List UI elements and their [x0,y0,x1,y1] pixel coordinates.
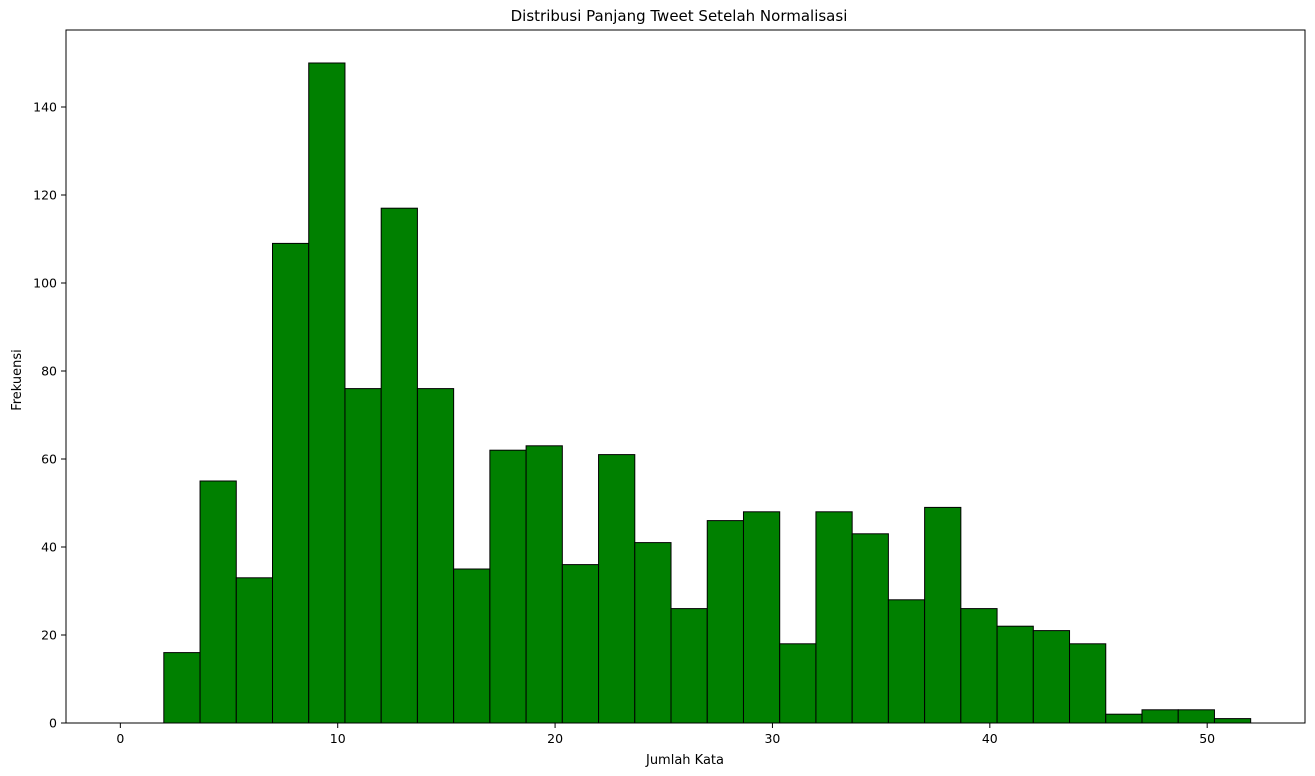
x-axis-label: Jumlah Kata [645,753,724,768]
x-tick-label: 40 [982,731,998,746]
histogram-bar [308,62,346,724]
histogram-bar [380,207,418,724]
x-tick-label: 50 [1199,731,1215,746]
y-tick-label: 40 [41,540,57,555]
histogram-bar [996,625,1034,724]
y-tick-label: 60 [41,452,57,467]
histogram-bar [851,533,889,724]
histogram-bar [489,449,527,724]
x-tick-label: 0 [116,731,124,746]
x-axis-ticks: 0 10 20 30 40 50 [116,723,1215,746]
histogram-bar [416,388,455,724]
histogram-bar [1069,643,1107,724]
x-tick-label: 30 [764,731,780,746]
histogram-bar [453,568,491,724]
histogram-bar [561,564,600,724]
histogram-bar [706,520,744,724]
histogram-bar [779,643,817,724]
histogram-bar [525,445,563,724]
histogram-bar [1032,630,1071,724]
histogram-bar [742,511,781,724]
x-tick-label: 10 [330,731,346,746]
y-tick-label: 80 [41,364,57,379]
y-tick-label: 20 [41,628,57,643]
histogram-bar [199,480,237,724]
histogram-bar [887,599,926,724]
y-tick-label: 120 [33,188,57,203]
y-axis-label: Frekuensi [10,349,25,411]
histogram-bar [1141,709,1179,724]
histogram-bar [670,608,708,724]
histogram-bar [272,242,310,724]
histogram-bar [924,506,962,724]
histogram-bar [1105,713,1143,724]
histogram-bar [634,542,672,724]
histogram-bar [815,511,853,724]
histogram-bar [163,652,201,724]
y-tick-label: 100 [33,276,57,291]
plot-frame [65,29,1306,724]
x-tick-label: 20 [547,731,563,746]
y-tick-label: 140 [33,100,57,115]
y-axis-ticks: 0 20 40 60 80 100 120 140 [33,100,66,731]
histogram-bar [235,577,274,724]
chart-title: Distribusi Panjang Tweet Setelah Normali… [511,7,848,25]
histogram-bar [344,388,382,724]
y-tick-label: 0 [49,716,57,731]
bars-group [163,62,1252,724]
histogram-bar [1213,718,1252,724]
histogram-bar [598,454,636,724]
histogram-bar [1177,709,1215,724]
histogram-bar [960,608,998,724]
